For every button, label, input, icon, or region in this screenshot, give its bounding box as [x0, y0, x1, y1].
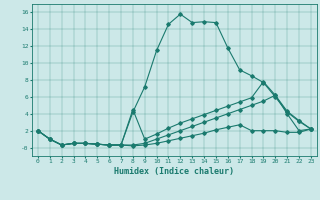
- X-axis label: Humidex (Indice chaleur): Humidex (Indice chaleur): [115, 167, 234, 176]
